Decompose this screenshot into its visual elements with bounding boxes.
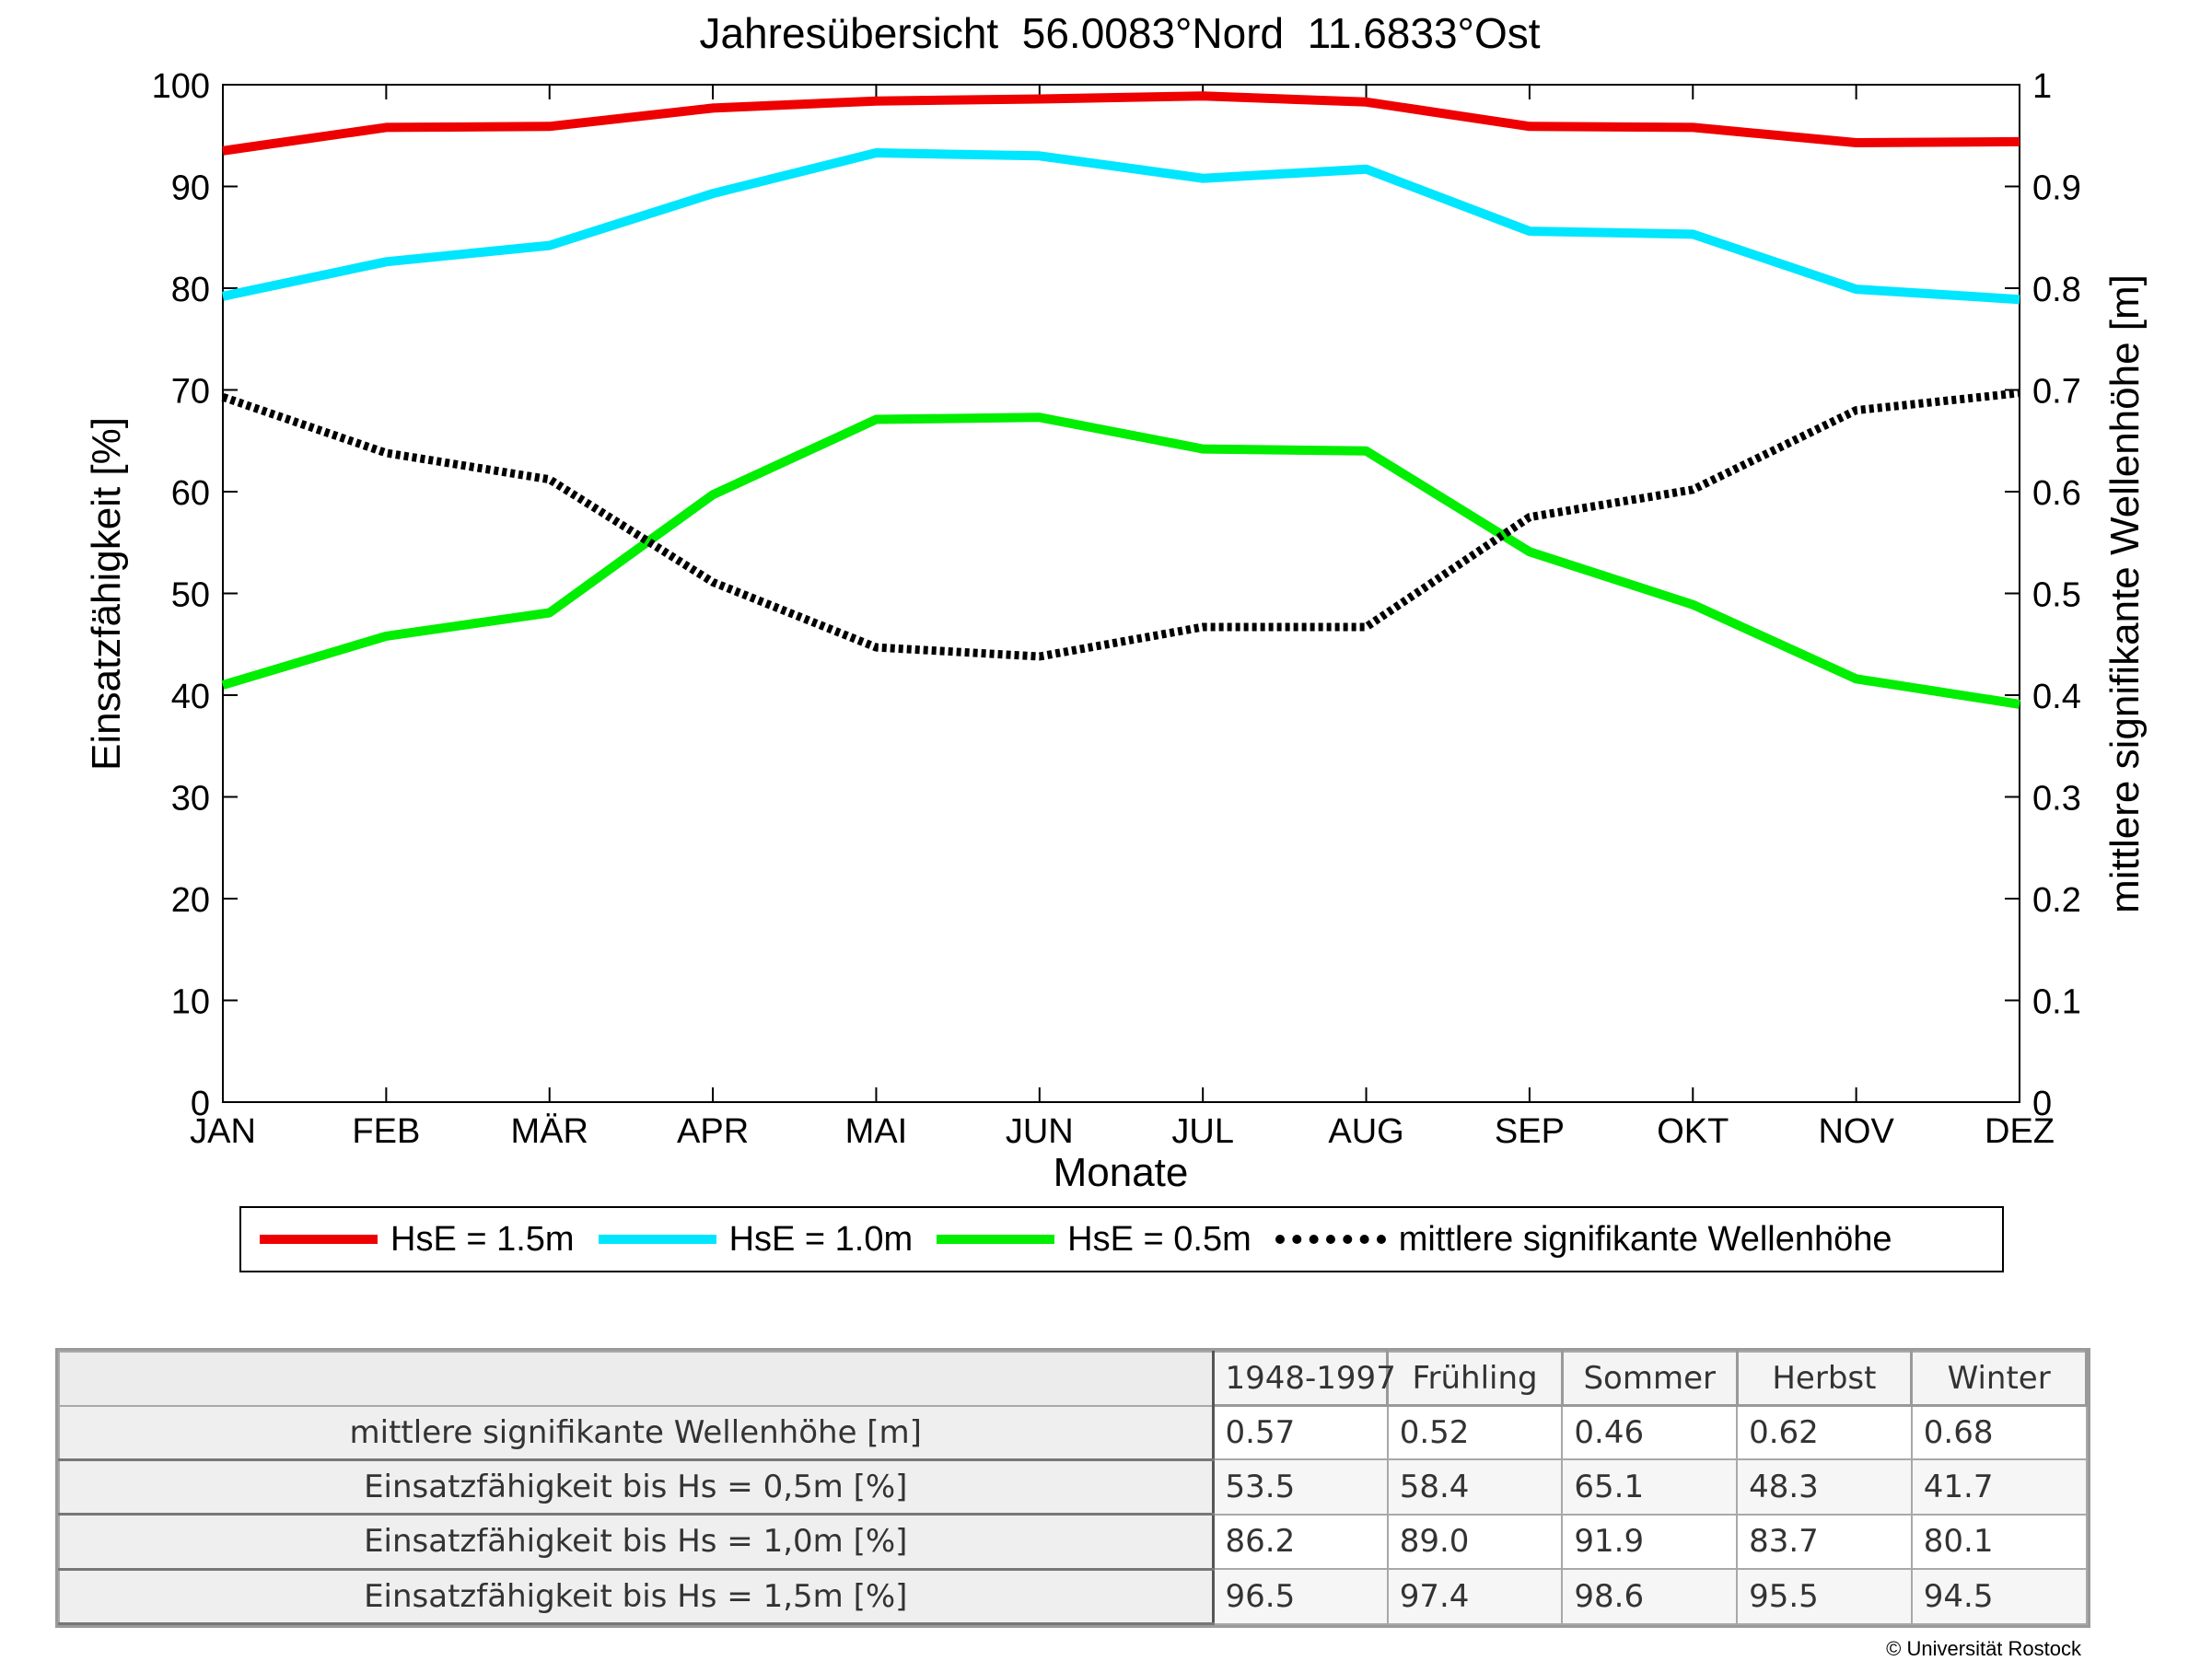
row-label: Einsatzfähigkeit bis Hs = 1,0m [%] <box>59 1515 1213 1569</box>
table-row: Einsatzfähigkeit bis Hs = 0,5m [%] 53.5 … <box>59 1459 2087 1514</box>
x-tick-label: JUN <box>1006 1112 1074 1151</box>
y-tick-label: 50 <box>171 576 210 615</box>
table-cell: 80.1 <box>1912 1515 2087 1569</box>
legend-item-wave-height: mittlere signifikante Wellenhöhe <box>1275 1220 1892 1260</box>
x-tick-label: SEP <box>1495 1112 1565 1151</box>
table-cell: 0.62 <box>1737 1406 1912 1460</box>
statistics-grid: 1948-1997 Frühling Sommer Herbst Winter … <box>58 1351 2088 1625</box>
y-tick-label: 60 <box>171 474 210 513</box>
y-tick-label: 100 <box>152 67 210 106</box>
y-tick-label: 80 <box>171 271 210 309</box>
table-cell: 95.5 <box>1737 1569 1912 1623</box>
x-tick-label: JUL <box>1171 1112 1234 1151</box>
legend-swatch <box>1275 1235 1386 1244</box>
row-label: mittlere signifikante Wellenhöhe [m] <box>59 1406 1213 1460</box>
x-tick-label: MAI <box>845 1112 908 1151</box>
x-tick-label: AUG <box>1328 1112 1403 1151</box>
right-axis-ticks: 00.10.20.30.40.50.60.70.80.91 <box>2032 67 2081 1123</box>
y2-tick-label: 0.1 <box>2032 983 2081 1022</box>
y2-tick-label: 0.4 <box>2032 678 2081 716</box>
y-tick-label: 40 <box>171 678 210 716</box>
table-cell: 96.5 <box>1213 1569 1388 1623</box>
legend-label: HsE = 1.0m <box>729 1220 914 1260</box>
row-label: Einsatzfähigkeit bis Hs = 0,5m [%] <box>59 1459 1213 1514</box>
y2-axis-label: mittlere signifikante Wellenhöhe [m] <box>2102 274 2148 913</box>
legend-swatch <box>599 1235 716 1244</box>
table-row: mittlere signifikante Wellenhöhe [m] 0.5… <box>59 1406 2087 1460</box>
legend-item-hse-1-5: HsE = 1.5m <box>260 1220 575 1260</box>
chart-title: Jahresübersicht 56.0083°Nord 11.6833°Ost <box>699 9 1540 57</box>
x-tick-label: NOV <box>1818 1112 1894 1151</box>
x-tick-label: MÄR <box>511 1112 588 1151</box>
line-chart: Jahresübersicht 56.0083°Nord 11.6833°Ost… <box>0 0 2212 1197</box>
table-row: Einsatzfähigkeit bis Hs = 1,5m [%] 96.5 … <box>59 1569 2087 1623</box>
y2-tick-label: 0.6 <box>2032 474 2081 513</box>
table-cell: 0.68 <box>1912 1406 2087 1460</box>
legend-label: HsE = 1.5m <box>390 1220 575 1260</box>
table-cell: 0.52 <box>1388 1406 1563 1460</box>
table-cell: 91.9 <box>1562 1515 1737 1569</box>
column-header: Frühling <box>1388 1352 1563 1406</box>
y2-tick-label: 0.3 <box>2032 780 2081 819</box>
column-header: 1948-1997 <box>1213 1352 1388 1406</box>
x-tick-label: FEB <box>352 1112 420 1151</box>
y-axis-label: Einsatzfähigkeit [%] <box>84 417 129 771</box>
legend-item-hse-0-5: HsE = 0.5m <box>937 1220 1252 1260</box>
y-tick-label: 10 <box>171 983 210 1022</box>
x-axis-label: Monate <box>1054 1150 1189 1195</box>
legend-label: mittlere signifikante Wellenhöhe <box>1399 1220 1892 1260</box>
plot-area <box>223 85 2020 1102</box>
table-cell: 83.7 <box>1737 1515 1912 1569</box>
y2-tick-label: 0.2 <box>2032 881 2081 920</box>
table-cell: 0.57 <box>1213 1406 1388 1460</box>
y2-tick-label: 0.5 <box>2032 576 2081 615</box>
table-cell: 97.4 <box>1388 1569 1563 1623</box>
legend-swatch <box>937 1235 1054 1244</box>
table-header-row: 1948-1997 Frühling Sommer Herbst Winter <box>59 1352 2087 1406</box>
legend-label: HsE = 0.5m <box>1067 1220 1252 1260</box>
table-row: Einsatzfähigkeit bis Hs = 1,0m [%] 86.2 … <box>59 1515 2087 1569</box>
y2-tick-label: 0.9 <box>2032 169 2081 208</box>
table-cell: 94.5 <box>1912 1569 2087 1623</box>
column-header: Sommer <box>1562 1352 1737 1406</box>
row-label: Einsatzfähigkeit bis Hs = 1,5m [%] <box>59 1569 1213 1623</box>
table-cell: 86.2 <box>1213 1515 1388 1569</box>
copyright-notice: © Universität Rostock <box>1886 1637 2081 1661</box>
table-cell: 58.4 <box>1388 1459 1563 1514</box>
table-cell: 89.0 <box>1388 1515 1563 1569</box>
chart-legend: HsE = 1.5m HsE = 1.0m HsE = 0.5m mittler… <box>239 1206 2004 1272</box>
table-corner <box>59 1352 1213 1406</box>
y-tick-label: 70 <box>171 373 210 412</box>
table-cell: 48.3 <box>1737 1459 1912 1514</box>
y2-tick-label: 0.8 <box>2032 271 2081 309</box>
x-tick-label: DEZ <box>1985 1112 2055 1151</box>
legend-item-hse-1-0: HsE = 1.0m <box>599 1220 914 1260</box>
statistics-table: 1948-1997 Frühling Sommer Herbst Winter … <box>55 1348 2090 1628</box>
y-tick-label: 90 <box>171 169 210 208</box>
table-cell: 98.6 <box>1562 1569 1737 1623</box>
y-tick-label: 30 <box>171 780 210 819</box>
y2-tick-label: 1 <box>2032 67 2052 106</box>
y2-tick-label: 0.7 <box>2032 373 2081 412</box>
column-header: Herbst <box>1737 1352 1912 1406</box>
table-cell: 65.1 <box>1562 1459 1737 1514</box>
y-tick-label: 20 <box>171 881 210 920</box>
table-cell: 53.5 <box>1213 1459 1388 1514</box>
table-cell: 0.46 <box>1562 1406 1737 1460</box>
x-tick-label: JAN <box>190 1112 256 1151</box>
column-header: Winter <box>1912 1352 2087 1406</box>
x-tick-label: OKT <box>1657 1112 1729 1151</box>
table-cell: 41.7 <box>1912 1459 2087 1514</box>
legend-swatch <box>260 1235 378 1244</box>
x-tick-label: APR <box>677 1112 749 1151</box>
